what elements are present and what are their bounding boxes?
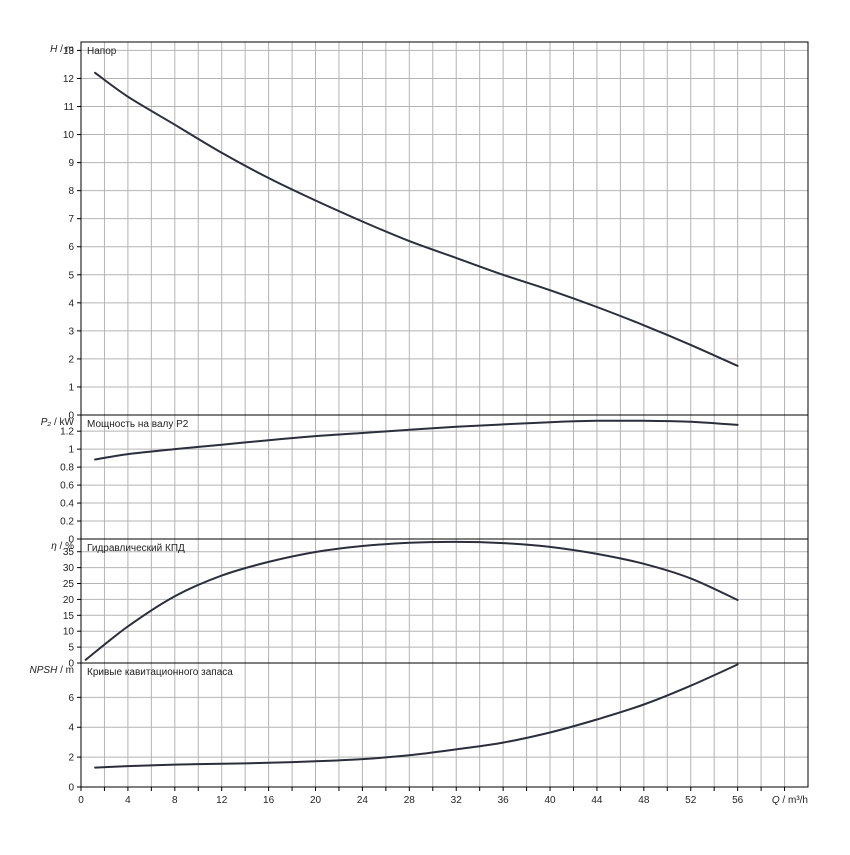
y-tick-label: 1.2 — [60, 427, 74, 438]
x-axis-symbol: Q — [772, 795, 780, 806]
y-tick-label: 1 — [68, 445, 74, 456]
x-tick-label: 56 — [732, 795, 744, 806]
y-axis-label: η / % — [51, 541, 74, 552]
y-tick-label: 20 — [63, 595, 75, 606]
y-tick-label: 10 — [63, 627, 75, 638]
y-axis-unit: / % — [57, 541, 74, 552]
y-tick-label: 4 — [68, 723, 74, 734]
x-tick-label: 44 — [591, 795, 603, 806]
x-tick-label: 12 — [216, 795, 228, 806]
y-tick-label: 15 — [63, 611, 75, 622]
y-axis-symbol: P₂ — [41, 417, 52, 428]
y-axis-unit: / m — [57, 665, 74, 676]
panel-title: Напор — [87, 46, 117, 57]
y-axis-symbol: H — [50, 44, 58, 55]
panel-2: 00.20.40.60.811.2P₂ / kW Мощность на валу… — [41, 414, 809, 546]
panel-title: Мощность на валу P2 — [87, 419, 189, 430]
y-axis-symbol: NPSH — [30, 665, 59, 676]
panel-title: Кривые кавитационного запаса — [87, 667, 233, 678]
y-tick-label: 12 — [63, 74, 75, 85]
y-tick-label: 3 — [68, 326, 74, 337]
y-tick-label: 35 — [63, 547, 75, 558]
y-tick-label: 9 — [68, 158, 74, 169]
x-tick-label: 8 — [172, 795, 178, 806]
y-tick-label: 5 — [68, 270, 74, 281]
y-tick-label: 1 — [68, 382, 74, 393]
y-tick-label: 0.8 — [60, 463, 74, 474]
x-tick-label: 48 — [638, 795, 650, 806]
y-tick-label: 10 — [63, 130, 75, 141]
y-tick-label: 6 — [68, 693, 74, 704]
y-tick-label: 13 — [63, 46, 75, 57]
x-tick-label: 4 — [125, 795, 131, 806]
series-line — [94, 419, 739, 461]
y-tick-label: 0 — [68, 411, 74, 422]
y-tick-label: 2 — [68, 753, 74, 764]
y-tick-label: 0.6 — [60, 481, 74, 492]
y-tick-label: 5 — [68, 643, 74, 654]
x-tick-label: 28 — [404, 795, 416, 806]
x-tick-label: 36 — [498, 795, 510, 806]
y-tick-label: 0.4 — [60, 499, 74, 510]
y-axis-unit: / kW — [51, 417, 74, 428]
y-tick-label: 8 — [68, 186, 74, 197]
y-axis-label: P₂ / kW — [41, 417, 75, 428]
y-tick-label: 7 — [68, 214, 74, 225]
y-tick-label: 4 — [68, 298, 74, 309]
y-tick-label: 0 — [68, 783, 74, 794]
y-tick-label: 0.2 — [60, 517, 74, 528]
x-tick-label: 20 — [310, 795, 322, 806]
y-tick-label: 0 — [68, 659, 74, 670]
x-axis-label: Q / m³/h — [772, 795, 808, 806]
x-tick-label: 52 — [685, 795, 697, 806]
series-line — [94, 71, 739, 367]
x-axis-unit: / m³/h — [780, 795, 808, 806]
panel-frame — [80, 538, 809, 664]
y-tick-label: 6 — [68, 242, 74, 253]
x-tick-label: 32 — [451, 795, 463, 806]
x-tick-label: 40 — [544, 795, 556, 806]
x-tick-label: 16 — [263, 795, 275, 806]
x-tick-label: 24 — [357, 795, 369, 806]
y-axis-label: NPSH / m — [30, 665, 74, 676]
x-tick-label: 0 — [78, 795, 84, 806]
x-axis: 0 4 8 12 16 20 24 28 32 36 40 44 48 52 56 Q / m³/h — [78, 787, 808, 806]
y-tick-label: 2 — [68, 354, 74, 365]
panel-title: Гидравлический КПД — [87, 543, 185, 554]
y-tick-label: 0 — [68, 535, 74, 546]
panel-frame — [80, 662, 809, 788]
panel-4: 0 2 4 6 NPSH / m Кривые кавитационного запаса — [30, 662, 809, 794]
panel-frame — [80, 414, 809, 540]
series-line — [84, 540, 739, 661]
series-line — [94, 663, 739, 769]
y-tick-label: 25 — [63, 579, 75, 590]
y-axis-symbol: η — [51, 541, 57, 552]
y-axis-label: H / m — [50, 44, 74, 55]
y-axis-unit: / m — [57, 44, 74, 55]
y-tick-label: 11 — [64, 102, 75, 113]
y-tick-label: 30 — [63, 563, 75, 574]
